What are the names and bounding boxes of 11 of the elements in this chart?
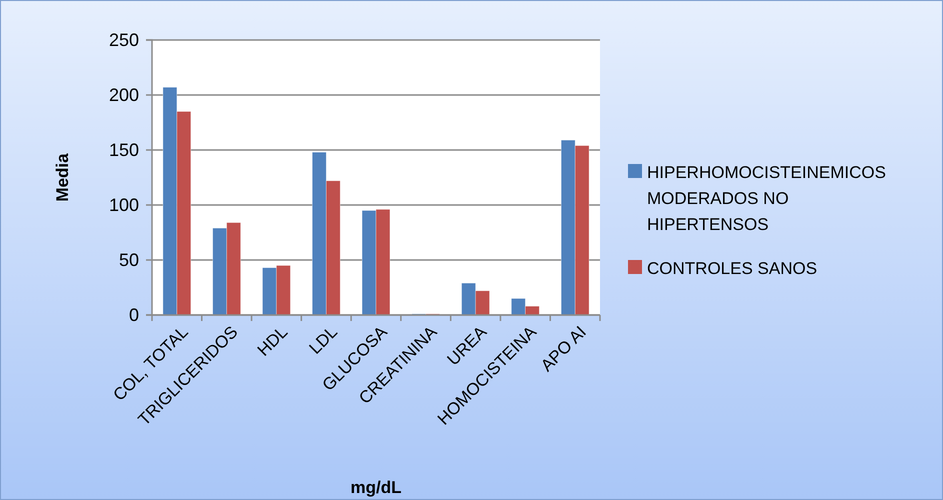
y-tick-label: 100: [108, 194, 139, 215]
legend-label: CONTROLES SANOS: [647, 259, 818, 278]
legend-label: HIPERHOMOCISTEINEMICOS MODERADOS NO HIPERTENSOS: [647, 163, 886, 234]
y-axis-title: Media: [53, 152, 72, 202]
y-tick-label: 0: [128, 304, 139, 325]
y-tick-label: 150: [108, 140, 139, 160]
y-tick-label: 50: [118, 250, 139, 270]
x-tick-label: HDL: [254, 322, 292, 360]
y-tick-label: 200: [108, 84, 139, 105]
x-axis-title: mg/dL: [350, 478, 402, 497]
y-tick-label: 250: [108, 30, 139, 50]
